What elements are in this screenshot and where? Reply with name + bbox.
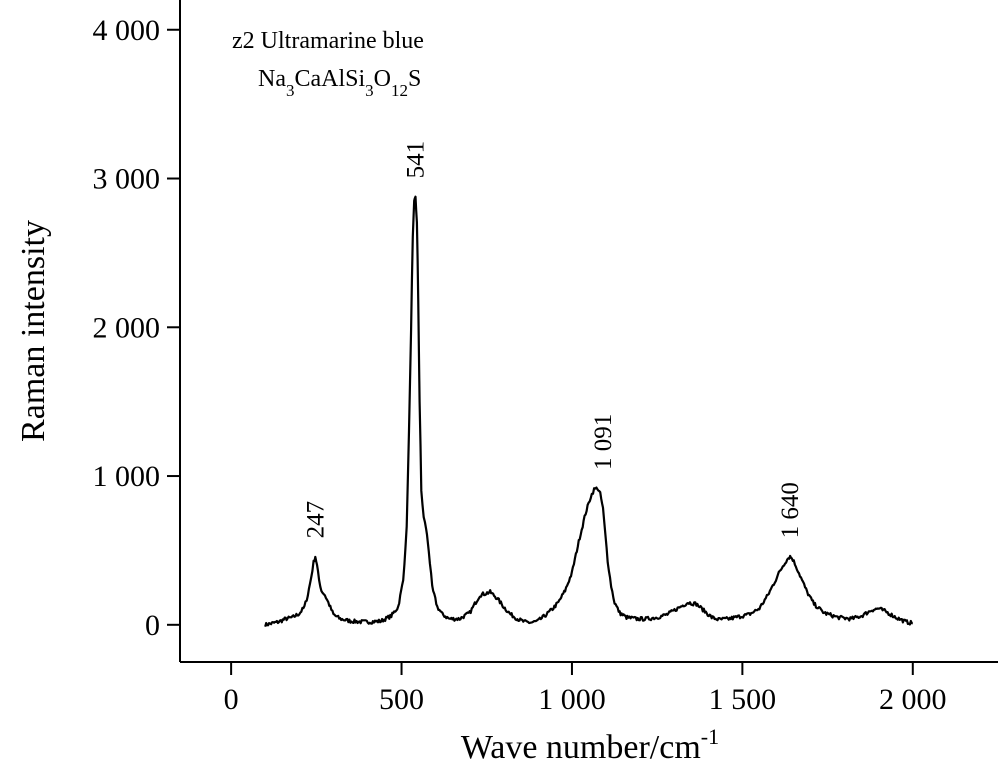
x-tick-label: 500 xyxy=(379,683,424,716)
formula-text: S xyxy=(408,66,421,92)
peak-labels: 247 541 1 091 1 640 xyxy=(302,141,804,539)
formula-text: Na xyxy=(258,66,286,92)
formula-text: CaAlSi xyxy=(294,66,365,92)
y-tick-label: 1 000 xyxy=(93,460,161,493)
y-tick-label: 3 000 xyxy=(93,163,161,196)
formula-subscript: 3 xyxy=(286,81,295,100)
y-axis-title: Raman intensity xyxy=(15,220,52,442)
formula-subscript: 12 xyxy=(391,81,408,100)
x-axis-title-text: Wave number/cm xyxy=(461,729,701,766)
x-tick-label: 1 500 xyxy=(709,683,777,716)
y-tick-label: 0 xyxy=(145,609,160,642)
y-axis-ticks: 0 1 000 2 000 3 000 4 000 xyxy=(93,14,180,642)
x-axis-title-superscript: -1 xyxy=(701,724,719,749)
formula-subscript: 3 xyxy=(365,81,374,100)
chemical-formula: Na3CaAlSi3O12S xyxy=(258,66,421,100)
peak-label: 541 xyxy=(403,141,430,179)
x-tick-label: 0 xyxy=(224,683,239,716)
x-axis-title: Wave number/cm-1 xyxy=(461,724,719,766)
sample-label: z2 Ultramarine blue xyxy=(232,28,424,54)
peak-label: 1 640 xyxy=(777,482,804,538)
x-axis-ticks: 0 500 1 000 1 500 2 000 xyxy=(224,662,947,716)
x-tick-label: 2 000 xyxy=(879,683,947,716)
y-tick-label: 4 000 xyxy=(93,14,161,47)
spectrum-line xyxy=(264,195,913,627)
x-tick-label: 1 000 xyxy=(538,683,606,716)
chart-axes xyxy=(179,0,998,663)
formula-text: O xyxy=(374,66,391,92)
peak-label: 247 xyxy=(302,501,329,539)
peak-label: 1 091 xyxy=(590,414,617,470)
y-tick-label: 2 000 xyxy=(93,311,161,344)
